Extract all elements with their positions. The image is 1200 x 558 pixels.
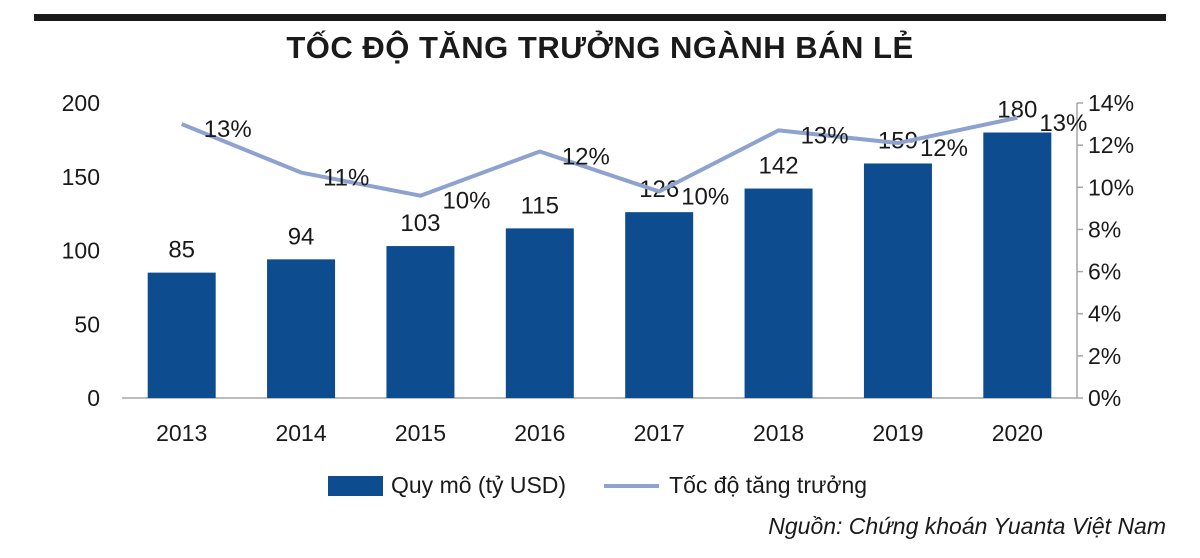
top-rule [34,14,1166,21]
bar [505,228,574,398]
legend-swatch-line [604,483,660,488]
growth-value-label: 12% [920,135,968,162]
bar [744,188,813,398]
x-tick-label: 2014 [275,420,326,446]
growth-value-label: 11% [323,165,369,192]
bar-value-label: 94 [288,223,315,250]
y-right-tick-label: 4% [1088,301,1121,327]
y-right-tick-label: 14% [1088,90,1134,116]
y-left-tick-label: 200 [62,90,100,116]
x-tick-label: 2015 [395,420,446,446]
bar [863,163,932,398]
bar [386,246,455,398]
chart-svg: 0 50 100 150 200 0% 2% 4% 6% 8% 10% 12% 14% 85 2013 94 2… [62,90,1134,446]
legend-label-line: Tốc độ tăng trưởng [669,472,868,498]
bar-value-label: 103 [400,210,440,237]
bar-value-label: 142 [759,153,799,180]
y-right-tick-label: 12% [1088,132,1134,158]
growth-value-label: 12% [562,143,610,170]
y-left-tick-label: 100 [62,238,100,264]
growth-value-label: 10% [681,184,729,211]
growth-line [180,115,1018,198]
growth-value-label: 13% [204,116,252,143]
chart-title: TỐC ĐỘ TĂNG TRƯỞNG NGÀNH BÁN LẺ [286,30,914,65]
bar [625,212,694,398]
y-right-tick-label: 2% [1088,343,1121,369]
y-left-tick-label: 0 [87,385,100,411]
y-left-tick-label: 50 [74,311,100,337]
y-right-tick-label: 0% [1088,385,1121,411]
x-tick-label: 2019 [872,420,923,446]
x-tick-label: 2016 [514,420,565,446]
legend-label-bar: Quy mô (tỷ USD) [391,472,567,498]
source-note: Nguồn: Chứng khoán Yuanta Việt Nam [768,513,1166,539]
growth-value-label: 13% [801,122,849,149]
legend-swatch-bar [328,475,383,496]
growth-value-label: 10% [442,188,490,215]
y-right-tick-label: 10% [1088,174,1134,200]
legend-item-line: Tốc độ tăng trưởng [604,472,867,499]
bar-value-label: 85 [168,237,195,264]
y-right-tick-label: 8% [1088,216,1121,242]
bar [147,272,216,398]
y-right-tick-label: 6% [1088,259,1121,285]
x-tick-label: 2013 [156,420,207,446]
bar [267,259,336,398]
y-left-tick-label: 150 [62,164,100,190]
legend: Quy mô (tỷ USD) Tốc độ tăng trưởng [328,472,905,499]
bar-value-label: 115 [521,192,559,219]
x-tick-label: 2017 [634,420,685,446]
growth-value-label: 13% [1039,110,1087,137]
legend-item-bar: Quy mô (tỷ USD) [328,472,566,499]
x-tick-label: 2020 [992,420,1043,446]
bar [983,132,1052,398]
x-tick-label: 2018 [753,420,804,446]
